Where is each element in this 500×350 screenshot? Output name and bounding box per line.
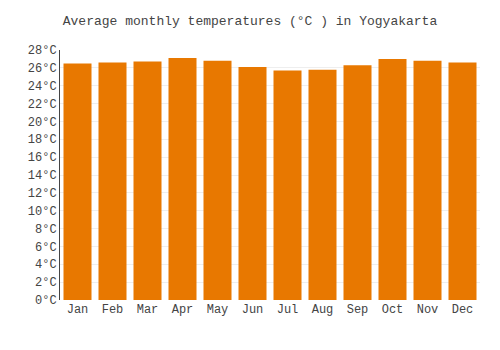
svg-text:Apr: Apr <box>172 303 194 317</box>
svg-text:20°C: 20°C <box>28 116 57 130</box>
svg-text:2°C: 2°C <box>35 276 57 290</box>
svg-text:16°C: 16°C <box>28 151 57 165</box>
svg-text:Aug: Aug <box>312 303 334 317</box>
svg-text:Dec: Dec <box>452 303 474 317</box>
svg-text:6°C: 6°C <box>35 241 57 255</box>
svg-text:14°C: 14°C <box>28 169 57 183</box>
svg-text:8°C: 8°C <box>35 223 57 237</box>
svg-text:Sep: Sep <box>347 303 369 317</box>
svg-text:10°C: 10°C <box>28 205 57 219</box>
svg-text:26°C: 26°C <box>28 62 57 76</box>
svg-text:18°C: 18°C <box>28 133 57 147</box>
svg-text:Oct: Oct <box>382 303 404 317</box>
svg-text:4°C: 4°C <box>35 258 57 272</box>
svg-text:Jul: Jul <box>277 303 299 317</box>
svg-text:22°C: 22°C <box>28 98 57 112</box>
svg-text:0°C: 0°C <box>35 294 57 308</box>
svg-text:Jan: Jan <box>67 303 89 317</box>
svg-text:Nov: Nov <box>417 303 439 317</box>
svg-text:12°C: 12°C <box>28 187 57 201</box>
svg-text:Feb: Feb <box>102 303 124 317</box>
svg-text:24°C: 24°C <box>28 80 57 94</box>
svg-text:Mar: Mar <box>137 303 159 317</box>
svg-text:28°C: 28°C <box>28 44 57 58</box>
svg-text:Average monthly temperatures (: Average monthly temperatures (°C ) in Yo… <box>63 14 438 29</box>
svg-text:May: May <box>207 303 229 317</box>
svg-text:Jun: Jun <box>242 303 264 317</box>
